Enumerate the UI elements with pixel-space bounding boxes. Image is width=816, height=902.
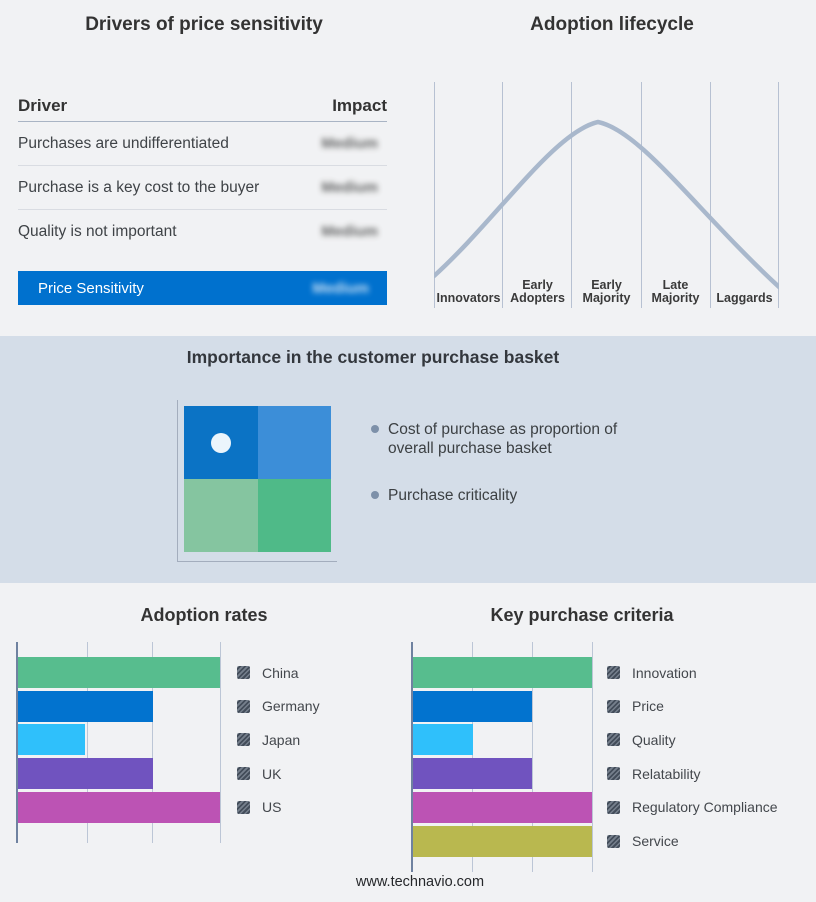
- quadrant-y-axis: [177, 400, 178, 562]
- lifecycle-panel-title: Adoption lifecycle: [530, 14, 694, 35]
- quadrant-bottom-left: [184, 479, 258, 552]
- key-purchase-criteria-title: Key purchase criteria: [490, 605, 674, 625]
- impact-column-header: Impact: [332, 96, 387, 115]
- bar-uk: [18, 758, 153, 790]
- basket-bullet-list: Cost of purchase as proportion of overal…: [371, 420, 641, 505]
- bar-us: [18, 791, 220, 823]
- legend-label: Japan: [262, 731, 301, 748]
- table-row: Purchase is a key cost to the buyer Medi…: [18, 166, 387, 210]
- purchase-basket-band: Importance in the customer purchase bask…: [0, 336, 816, 583]
- legend-label: Relatability: [632, 765, 701, 782]
- bullet-icon: [371, 490, 379, 499]
- drivers-table: Driver Impact Purchases are undifferenti…: [18, 92, 387, 253]
- legend-label: Price: [632, 698, 664, 715]
- driver-cell: Purchase is a key cost to the buyer: [18, 178, 260, 196]
- impact-cell-blurred: Medium: [321, 179, 378, 196]
- legend-label: Germany: [262, 698, 320, 715]
- legend-swatch-icon: [237, 666, 250, 679]
- bar-quality: [413, 724, 473, 756]
- stage-label: Late Majority: [651, 277, 700, 306]
- adoption-rates-title: Adoption rates: [140, 605, 268, 625]
- stage-label: Innovators: [436, 291, 501, 306]
- y-axis: [16, 642, 18, 843]
- purchase-basket-quadrant: [184, 406, 331, 552]
- drivers-table-header: Driver Impact: [18, 92, 387, 122]
- impact-cell-blurred: Medium: [312, 279, 369, 297]
- legend-label: US: [262, 799, 282, 816]
- gridline: [472, 642, 473, 872]
- bullet-text: Cost of purchase as proportion of overal…: [388, 421, 618, 458]
- adoption-lifecycle-chart: [434, 82, 779, 308]
- driver-column-header: Driver: [18, 96, 68, 115]
- bar-china: [18, 657, 220, 688]
- legend-swatch-icon: [237, 767, 250, 781]
- quadrant-bottom-right: [257, 479, 331, 552]
- legend-label: Quality: [632, 731, 676, 748]
- bar-japan: [18, 724, 86, 756]
- bell-curve: [434, 119, 779, 290]
- table-row: Quality is not important Medium: [18, 210, 387, 253]
- legend-label: Innovation: [632, 664, 697, 681]
- bar-germany: [18, 690, 153, 722]
- y-axis: [411, 642, 413, 872]
- gridline: [87, 642, 88, 843]
- legend-swatch-icon: [237, 733, 250, 747]
- website-url: www.technavio.com: [355, 874, 485, 890]
- legend-swatch-icon: [607, 834, 620, 848]
- legend-swatch-icon: [607, 666, 620, 679]
- driver-cell: Purchases are undifferentiated: [18, 134, 229, 152]
- quadrant-x-axis: [177, 561, 337, 562]
- price-sensitivity-highlight-row: Price Sensitivity Medium: [18, 271, 387, 305]
- list-item: Cost of purchase as proportion of overal…: [371, 420, 641, 459]
- legend-swatch-icon: [607, 767, 620, 781]
- bar-service: [413, 825, 592, 857]
- stage-label: Early Majority: [582, 277, 631, 306]
- quadrant-top-right: [257, 406, 331, 479]
- driver-cell: Price Sensitivity: [38, 279, 144, 297]
- list-item: Purchase criticality: [371, 486, 641, 505]
- legend-swatch-icon: [607, 699, 620, 713]
- basket-panel-title: Importance in the customer purchase bask…: [186, 347, 560, 367]
- impact-cell-blurred: Medium: [321, 135, 378, 152]
- bullet-text: Purchase criticality: [388, 486, 518, 504]
- legend-swatch-icon: [607, 733, 620, 747]
- gridline: [592, 642, 593, 872]
- legend-label: China: [262, 664, 299, 681]
- stage-label: Laggards: [716, 291, 773, 306]
- bar-price: [413, 690, 533, 722]
- driver-cell: Quality is not important: [18, 222, 177, 240]
- bar-innovation: [413, 657, 592, 688]
- legend-label: Regulatory Compliance: [632, 799, 778, 816]
- lifecycle-stage-labels: Innovators Early Adopters Early Majority…: [434, 270, 779, 306]
- stage-label: Early Adopters: [510, 277, 565, 306]
- table-row: Purchases are undifferentiated Medium: [18, 122, 387, 166]
- gridline: [220, 642, 221, 843]
- bullet-icon: [371, 425, 379, 433]
- bar-regulatory-compliance: [413, 791, 592, 823]
- gridline: [152, 642, 153, 843]
- bar-relatability: [413, 758, 533, 790]
- gridline: [532, 642, 533, 872]
- position-marker-dot: [211, 433, 231, 453]
- legend-label: Service: [632, 833, 679, 849]
- legend-swatch-icon: [237, 699, 250, 713]
- legend-label: UK: [262, 765, 282, 782]
- drivers-panel-title: Drivers of price sensitivity: [85, 14, 323, 35]
- legend-swatch-icon: [607, 800, 620, 814]
- legend-swatch-icon: [237, 800, 250, 814]
- impact-cell-blurred: Medium: [321, 223, 378, 240]
